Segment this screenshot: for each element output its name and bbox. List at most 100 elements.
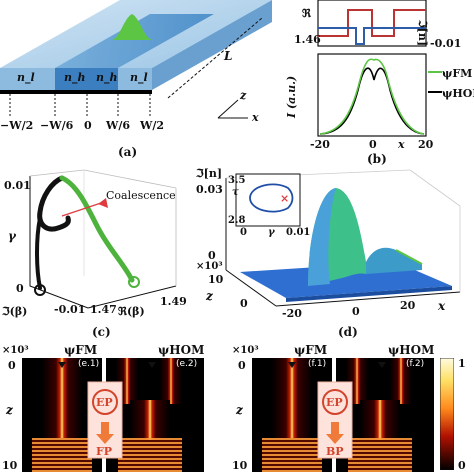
- tag-e2: (e.2): [176, 359, 198, 369]
- xtick-147: 1.47: [90, 303, 117, 316]
- title-fm-e: ψFM: [64, 343, 98, 357]
- colorbar-gradient: [440, 358, 454, 470]
- inset-ytick-bottom: 2.8: [228, 215, 246, 226]
- xtick-minus001: -0.01: [54, 303, 86, 316]
- ep-label-e: EP: [96, 396, 113, 409]
- ep-fp-box: [87, 381, 123, 459]
- propagation-maps-f: [252, 358, 434, 472]
- tick-minus-w6: −W/6: [40, 119, 74, 132]
- ztick-0: 0: [208, 249, 216, 262]
- zaxis-label: z: [206, 289, 213, 303]
- ytick-top-c: 0.01: [4, 179, 31, 192]
- xtick-20-d: 20: [400, 299, 416, 312]
- ytick-0-e: 0: [8, 359, 16, 372]
- xtick-minus20-d: -20: [282, 307, 302, 320]
- ytick-0-f: 0: [238, 359, 246, 372]
- length-arrow: [167, 17, 263, 99]
- ylabel-z-e: z: [6, 403, 13, 417]
- xlabel-real-beta: ℜ(β): [118, 305, 145, 318]
- ytick-10-f: 10: [232, 459, 248, 472]
- inset-ytick-top: 3.5: [228, 175, 246, 186]
- propagation-maps-e: [22, 358, 204, 472]
- inset-ylabel-tau: τ: [232, 187, 239, 198]
- imag-index-line: [318, 27, 426, 45]
- xtick-20: 20: [418, 138, 434, 151]
- trajectory-black-lower: [35, 216, 42, 290]
- inset-xtick-001: 0.01: [286, 227, 311, 238]
- xlabel-imag-beta: ℑ(β): [2, 305, 28, 318]
- xlabel-d: x: [438, 299, 446, 313]
- encircle-icon-f: [322, 389, 348, 415]
- xtick-0: 0: [369, 138, 377, 151]
- surface-ridge-blue: [308, 188, 336, 286]
- ytick-10-e: 10: [2, 459, 18, 472]
- zaxis-tick-0: 0: [240, 297, 248, 310]
- exponent-f: ×10³: [232, 345, 259, 356]
- bp-label: BP: [326, 445, 344, 458]
- length-label: L: [224, 49, 233, 63]
- ylabel-gamma: γ: [8, 229, 16, 243]
- region-label-nl-left: n_l: [17, 71, 35, 84]
- caption-d: (d): [338, 325, 358, 339]
- colorbar-tick-1: 1: [458, 357, 466, 370]
- inset-box: [235, 173, 301, 227]
- zlabel-imag-n: ℑ[n]: [196, 167, 223, 180]
- xlabel-b: x: [398, 138, 405, 151]
- imag-index-surface: ×: [225, 169, 461, 307]
- waveguide-diagram: [0, 0, 272, 119]
- tag-f2: (f.2): [406, 359, 425, 369]
- tick-w2: W/2: [140, 119, 165, 132]
- real-index-line: [318, 9, 426, 37]
- region-label-nl-right: n_l: [130, 71, 148, 84]
- caption-b: (b): [367, 152, 387, 166]
- ylabel-z-f: z: [236, 403, 243, 417]
- coalescence-arrow: [61, 201, 105, 217]
- title-hom-f: ψHOM: [388, 343, 435, 357]
- xtick-minus20: -20: [310, 138, 330, 151]
- encircle-icon-e: [92, 389, 118, 415]
- intensity-ylabel: I (a.u.): [285, 75, 298, 118]
- trajectory-black-upper: [37, 175, 71, 232]
- top-tick-right: -0.01: [430, 37, 462, 50]
- colorbar-tick-0: 0: [458, 459, 466, 472]
- ep-bp-box: [317, 381, 353, 459]
- substrate-line: [0, 90, 152, 94]
- region-label-nh-left: n_h: [64, 71, 86, 84]
- ztick-003: 0.03: [196, 183, 223, 196]
- inset-ep-marker: ×: [280, 192, 289, 205]
- fm-curve: [319, 58, 425, 135]
- legend-fm: ψFM: [442, 67, 473, 80]
- tag-e1: (e.1): [78, 359, 100, 369]
- title-hom-e: ψHOM: [158, 343, 205, 357]
- region-label-nh-right: n_h: [96, 71, 118, 84]
- start-marker-black: [34, 284, 46, 296]
- down-arrow-icon-f: [326, 422, 344, 444]
- tick-minus-w2: −W/2: [0, 119, 34, 132]
- inset-loop: [249, 183, 294, 213]
- fp-label: FP: [96, 445, 113, 458]
- core-top: [55, 14, 214, 68]
- title-fm-f: ψFM: [294, 343, 328, 357]
- top-tick-left: 1.46: [294, 33, 321, 46]
- top-ylabel-left: ℜ: [302, 7, 311, 20]
- xtick-149: 1.49: [160, 295, 187, 308]
- top-ylabel-right: ℑ[n]: [416, 20, 429, 47]
- exponent-e: ×10³: [2, 345, 29, 356]
- mode-profile: [112, 14, 152, 40]
- eigenvalue-trajectory: [29, 169, 177, 309]
- inset-xtick-0: 0: [240, 227, 247, 238]
- core-front: [55, 68, 118, 90]
- trajectory-green: [59, 175, 135, 283]
- caption-c: (c): [92, 325, 111, 339]
- axis-z-label: z: [240, 89, 247, 102]
- tag-f1: (f.1): [308, 359, 327, 369]
- hom-curve: [319, 67, 425, 135]
- inset-xlabel-gamma: γ: [268, 227, 275, 238]
- coalescence-label: Coalescence: [106, 189, 176, 202]
- down-arrow-icon-e: [96, 422, 114, 444]
- zaxis-tick-10: 10: [208, 273, 224, 286]
- zaxis-exponent: ×10³: [196, 261, 223, 272]
- caption-a: (a): [118, 145, 138, 159]
- mode-profile-plot: [317, 0, 442, 137]
- tick-w6: W/6: [106, 119, 131, 132]
